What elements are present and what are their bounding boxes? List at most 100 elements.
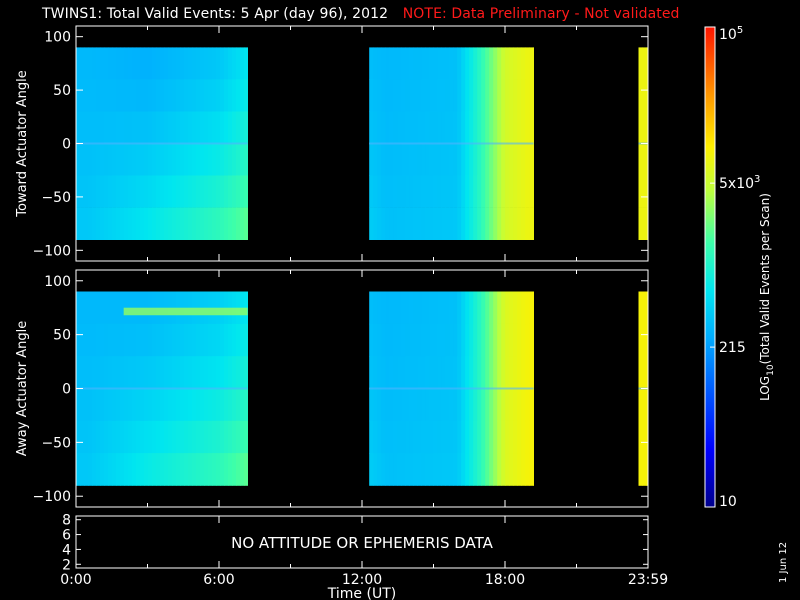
heat-cell	[120, 79, 125, 112]
heat-cell	[192, 111, 197, 144]
heat-cell	[168, 111, 173, 144]
heat-cell	[212, 207, 217, 240]
heat-cell	[529, 175, 534, 208]
heat-cell	[76, 47, 81, 80]
heat-cell	[212, 47, 217, 80]
heat-cell	[88, 291, 93, 325]
heat-cell	[453, 47, 458, 80]
heat-cell	[152, 175, 157, 208]
heat-cell	[96, 47, 101, 80]
heat-cell	[144, 323, 149, 357]
heat-cell	[208, 323, 213, 357]
colorbar: 10 215 5x103 105 LOG10(Total Valid Events pe…	[704, 25, 776, 510]
heat-cell	[449, 175, 454, 208]
heat-cell	[513, 47, 518, 80]
heat-cell	[84, 47, 89, 80]
heat-cell	[200, 175, 205, 208]
ytick-label: −50	[41, 435, 71, 451]
heat-cell	[100, 79, 105, 112]
heat-cell	[204, 323, 209, 357]
heat-cell	[96, 175, 101, 208]
heat-cell	[148, 143, 153, 176]
heat-cell	[116, 323, 121, 357]
heat-cell	[232, 79, 237, 112]
heat-cell	[80, 356, 85, 389]
heat-cell	[477, 207, 482, 240]
heat-cell	[120, 356, 125, 389]
xtick-label: 6:00	[203, 572, 234, 588]
heat-cell	[144, 79, 149, 112]
heat-cell	[164, 175, 169, 208]
heat-cell	[477, 291, 482, 325]
heat-cell	[184, 79, 189, 112]
heat-cell	[377, 175, 382, 208]
heat-cell	[244, 388, 248, 422]
heat-cell	[421, 388, 426, 422]
heat-cell	[76, 79, 81, 112]
heat-cell	[168, 207, 173, 240]
heat-cell	[120, 175, 125, 208]
heat-cell	[529, 207, 534, 240]
heat-cell	[441, 79, 446, 112]
heat-cell	[461, 175, 466, 208]
heat-cell	[481, 323, 486, 357]
heat-cell	[409, 388, 414, 422]
heat-cell	[638, 143, 643, 176]
heat-cell	[433, 388, 438, 422]
heat-cell	[244, 420, 248, 454]
heat-cell	[92, 143, 97, 176]
heat-cell	[461, 356, 466, 389]
heat-cell	[136, 111, 141, 144]
heat-cell	[642, 47, 647, 80]
heat-cell	[373, 291, 378, 325]
heat-cell	[429, 79, 434, 112]
heat-cell	[405, 207, 410, 240]
heat-cell	[461, 79, 466, 112]
heat-cell	[176, 323, 181, 357]
heat-cell	[164, 388, 169, 422]
heat-cell	[112, 323, 117, 357]
heat-cell	[224, 143, 229, 176]
heat-cell	[397, 207, 402, 240]
heat-cell	[96, 323, 101, 357]
heat-cell	[112, 207, 117, 240]
heat-cell	[381, 79, 386, 112]
heat-cell	[224, 388, 229, 422]
heat-cell	[164, 47, 169, 80]
heat-cell	[156, 79, 161, 112]
heat-cell	[92, 47, 97, 80]
heat-cell	[449, 453, 454, 486]
heat-cell	[80, 291, 85, 325]
heat-cell	[124, 356, 129, 389]
heat-cell	[224, 323, 229, 357]
heat-cell	[505, 111, 510, 144]
heat-cell	[425, 47, 430, 80]
heat-cell	[437, 420, 442, 454]
heat-cell	[389, 388, 394, 422]
heat-cell	[449, 143, 454, 176]
heat-cell	[84, 111, 89, 144]
heat-cell	[172, 453, 177, 486]
heat-cell	[240, 175, 245, 208]
heat-cell	[236, 79, 241, 112]
heat-cell	[116, 47, 121, 80]
heat-cell	[216, 207, 221, 240]
heat-cell	[104, 388, 109, 422]
heat-cell	[116, 79, 121, 112]
heat-cell	[417, 175, 422, 208]
heat-cell	[441, 356, 446, 389]
heat-cell	[116, 143, 121, 176]
heat-cell	[481, 111, 486, 144]
heat-cell	[381, 323, 386, 357]
heat-cell	[369, 111, 374, 144]
heat-cell	[208, 453, 213, 486]
heat-cell	[184, 47, 189, 80]
heat-cell	[236, 453, 241, 486]
heat-cell	[441, 388, 446, 422]
heat-cell	[240, 388, 245, 422]
heat-cell	[232, 143, 237, 176]
heat-cell	[216, 79, 221, 112]
heat-cell	[136, 207, 141, 240]
heat-cell	[244, 47, 248, 80]
heat-cell	[76, 356, 81, 389]
